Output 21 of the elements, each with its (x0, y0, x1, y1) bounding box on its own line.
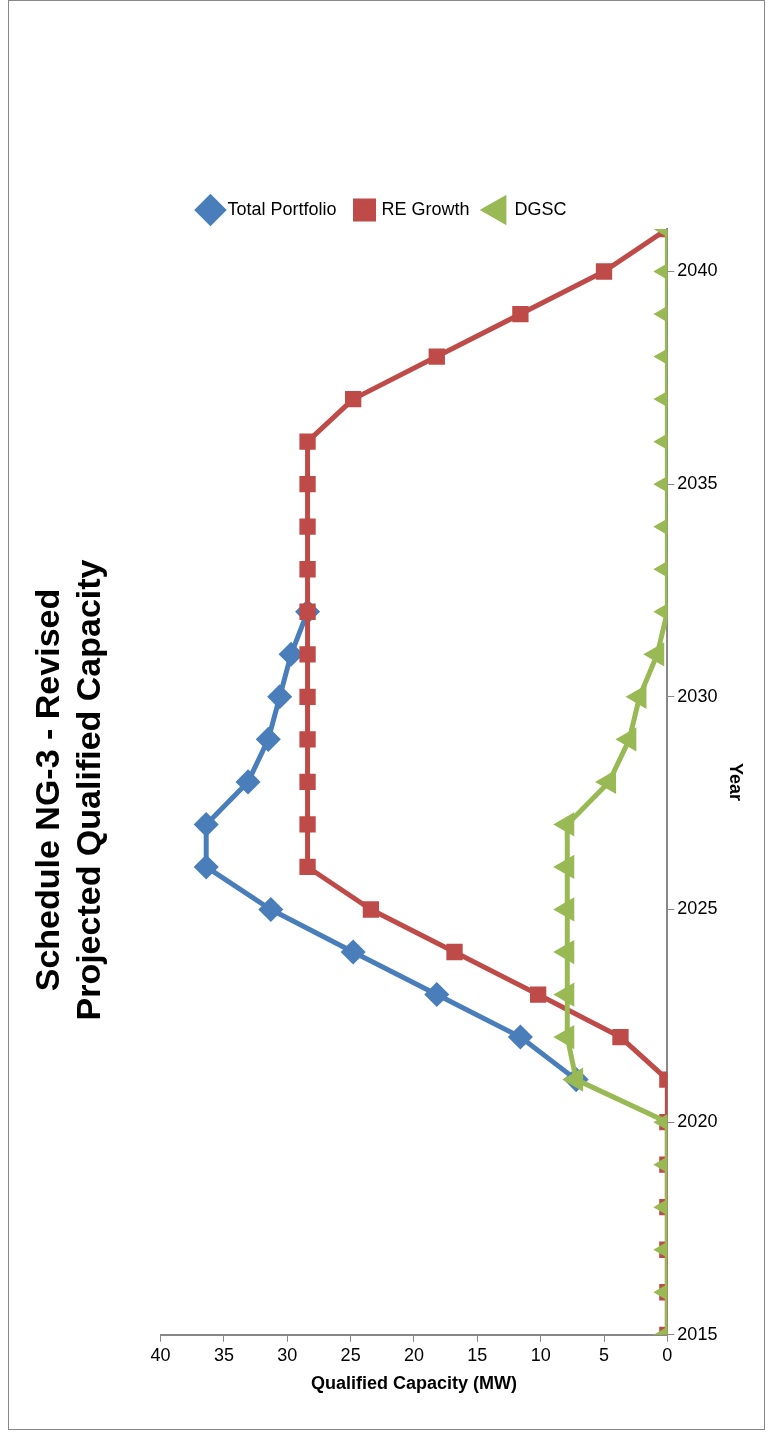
y-tick-label: 2035 (677, 473, 718, 494)
legend-label: Total Portfolio (227, 198, 337, 219)
y-tick-label: 2025 (677, 898, 718, 919)
x-tick-label: 35 (213, 1344, 234, 1365)
x-tick-label: 20 (403, 1344, 424, 1365)
legend-label: RE Growth (381, 198, 470, 219)
y-tick-label: 2040 (677, 260, 718, 281)
x-tick-label: 0 (662, 1344, 673, 1365)
y-tick-label: 2015 (677, 1323, 718, 1344)
y-axis-title: Year (726, 762, 747, 801)
x-tick-label: 10 (530, 1344, 551, 1365)
y-tick-label: 2020 (677, 1111, 718, 1132)
x-tick-label: 40 (150, 1344, 171, 1365)
y-tick-label: 2030 (677, 685, 718, 706)
x-tick-label: 25 (340, 1344, 361, 1365)
x-tick-label: 30 (277, 1344, 298, 1365)
x-tick-label: 5 (599, 1344, 610, 1365)
text: Schedule NG-3 - Revised Projected Qualified Capacity (27, 559, 107, 1021)
legend-label: DGSC (514, 198, 567, 219)
x-tick-label: 15 (467, 1344, 488, 1365)
x-axis-title: Qualified Capacity (MW) (310, 1373, 517, 1394)
